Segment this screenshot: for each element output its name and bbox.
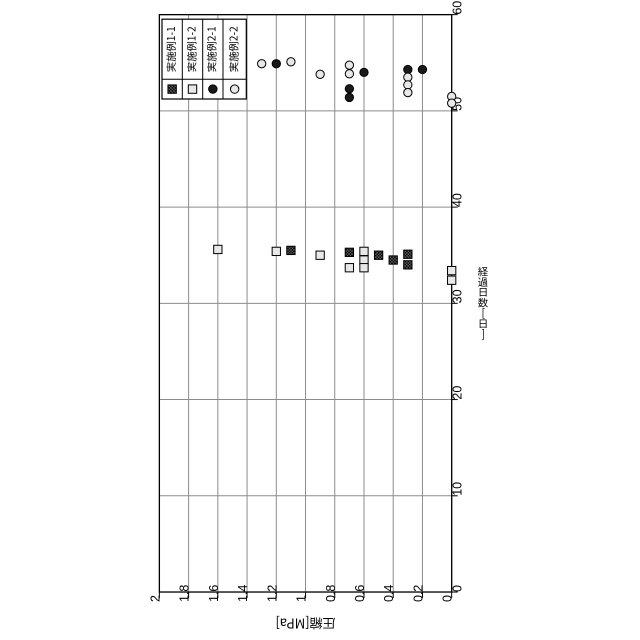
- svg-text:1.8: 1.8: [178, 585, 192, 602]
- svg-text:0.6: 0.6: [353, 585, 367, 602]
- svg-text:1.6: 1.6: [207, 585, 221, 602]
- svg-text:0.4: 0.4: [382, 585, 396, 602]
- svg-text:圧縮[MPa]: 圧縮[MPa]: [275, 614, 335, 633]
- svg-text:経過日数[日]: 経過日数[日]: [476, 266, 491, 340]
- svg-text:0.2: 0.2: [411, 585, 425, 602]
- svg-text:20: 20: [451, 386, 465, 400]
- svg-text:実施例2-2: 実施例2-2: [225, 26, 240, 72]
- svg-text:60: 60: [451, 1, 465, 15]
- svg-text:10: 10: [451, 482, 465, 496]
- svg-text:1.2: 1.2: [265, 585, 279, 602]
- svg-text:0.8: 0.8: [324, 585, 338, 602]
- svg-text:1: 1: [295, 595, 309, 602]
- svg-text:40: 40: [451, 193, 465, 207]
- svg-text:0: 0: [451, 585, 465, 592]
- svg-text:0: 0: [441, 595, 455, 602]
- svg-text:実施例1-2: 実施例1-2: [183, 26, 198, 72]
- svg-text:30: 30: [451, 289, 465, 303]
- svg-text:実施例1-1: 実施例1-1: [163, 26, 178, 72]
- svg-text:2: 2: [148, 595, 162, 602]
- svg-text:実施例2-1: 実施例2-1: [204, 26, 219, 72]
- svg-text:1.4: 1.4: [236, 585, 250, 602]
